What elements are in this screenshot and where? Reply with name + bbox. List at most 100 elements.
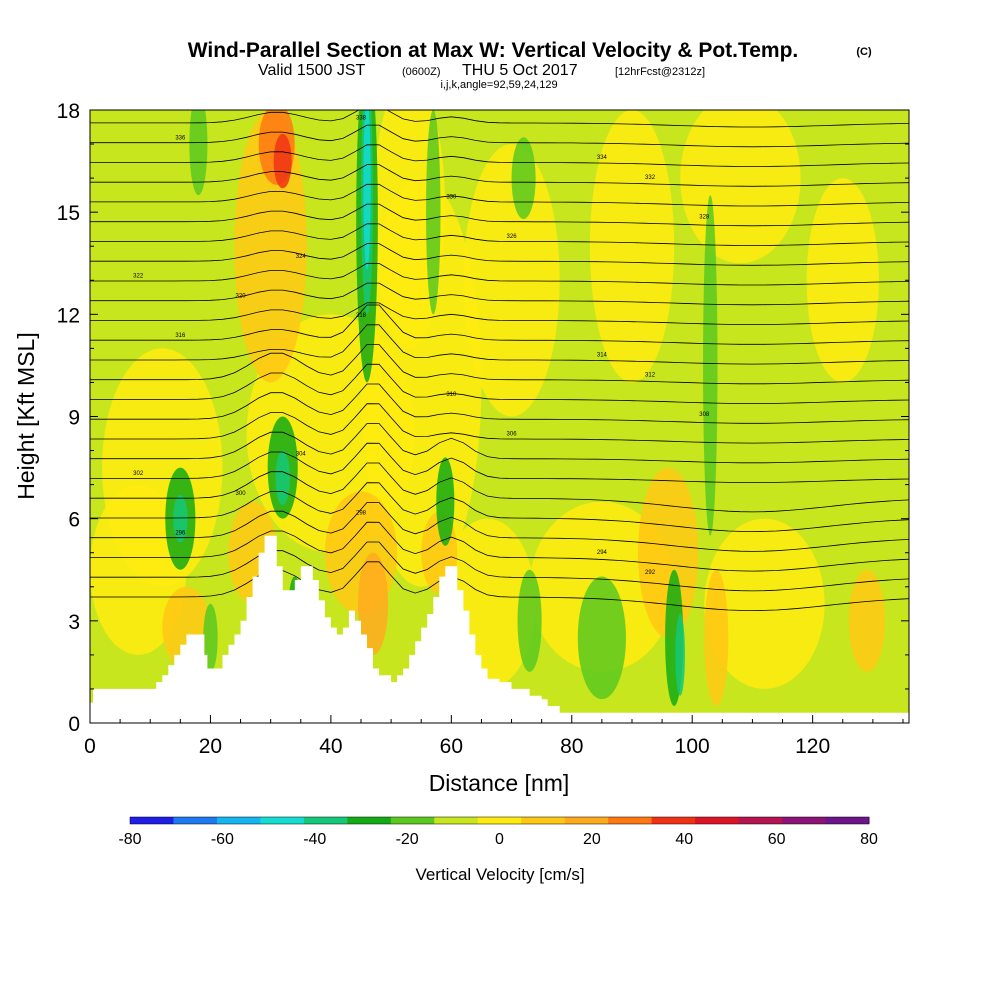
theta-contour-14 [90,302,909,326]
x-tick-label-40: 40 [319,735,342,758]
theta-contour-0 [90,561,909,612]
colorbar-swatch-7 [434,817,479,824]
y-tick-label-0: 0 [68,713,80,736]
colorbar-swatch-11 [608,817,653,824]
theta-contour-20 [90,183,909,207]
theta-contour-10 [90,363,909,405]
colorbar-swatch-9 [521,817,566,824]
colorbar-swatch-3 [260,817,305,824]
theta-contour-label-10: 310 [446,392,457,398]
velocity-cell-36 [426,110,441,315]
theta-contour-17 [90,243,909,266]
colorbar-swatch-14 [738,817,783,824]
velocity-cell-29 [173,494,188,543]
theta-contour-label-5: 300 [236,491,247,497]
theta-contour-label-14: 318 [356,313,367,319]
plot-area: 2902922942962983003023043063083103123143… [90,96,909,723]
y-tick-label-6: 6 [68,509,80,532]
colorbar-swatch-10 [564,817,609,824]
theta-contour-label-12: 314 [597,353,608,359]
colorbar-tick-60: 60 [768,831,786,848]
subtitle-ijk: i,j,k,angle=92,59,24,129 [440,79,557,91]
colorbar-swatch-5 [347,817,392,824]
colorbar-swatch-15 [782,817,827,824]
colorbar-tick-20: 20 [583,831,601,848]
theta-contour-16 [90,262,909,286]
velocity-cell-35 [703,195,718,536]
colorbar-tick-40: 40 [675,831,693,848]
theta-contour-label-3: 296 [175,530,186,536]
theta-contour-label-15: 320 [236,293,247,299]
theta-contour-3 [90,502,909,552]
colorbar-swatch-12 [651,817,696,824]
velocity-cell-22 [848,569,885,672]
colorbar-outline [129,816,870,825]
velocity-cell-33 [577,576,626,700]
theta-contour-label-18: 326 [507,234,518,240]
theta-contour-label-1: 292 [645,570,656,576]
theta-contour-5 [90,462,909,513]
colorbar-swatch-0 [130,817,174,824]
theta-contour-8 [90,403,909,444]
theta-contour-13 [90,304,909,345]
theta-contour-label-22: 334 [597,155,608,161]
theta-contour-23 [90,124,909,148]
velocity-cell-20 [638,467,699,638]
colorbar-tick--60: -60 [211,831,234,848]
theta-contour-2 [90,521,909,572]
x-tick-label-100: 100 [675,735,710,758]
theta-contour-22 [90,144,909,167]
theta-contour-label-25: 340 [236,96,247,102]
subtitle-forecast: [12hrFcst@2312z] [615,66,705,78]
colorbar-tick-0: 0 [495,831,504,848]
y-tick-label-3: 3 [68,611,80,634]
x-tick-label-20: 20 [199,735,222,758]
theta-contour-15 [90,282,909,306]
subtitle-valid: Valid 1500 JST [258,62,366,79]
x-axis-title: Distance [nm] [429,770,570,796]
subtitle-utc: (0600Z) [402,66,441,78]
x-tick-label-120: 120 [795,735,830,758]
y-tick-label-15: 15 [57,202,80,225]
y-tick-label-12: 12 [57,304,80,327]
subtitle-date: THU 5 Oct 2017 [462,62,578,79]
velocity-cell-5 [273,133,292,189]
velocity-cell-38 [203,603,218,672]
theta-contour-1 [90,541,909,592]
y-axis: 0 3 6 9 12 15 18 [57,100,909,736]
velocity-cell-34 [517,569,542,672]
theta-contour-label-17: 324 [296,254,307,260]
colorbar-swatch-1 [173,817,218,824]
theta-contour-19 [90,203,909,227]
x-tick-label-80: 80 [560,735,583,758]
colorbar-tick--40: -40 [303,831,326,848]
theta-contour-label-6: 302 [133,471,144,477]
theta-contour-9 [90,383,909,424]
y-axis-title: Height [Kft MSL] [13,332,39,499]
velocity-cell-30 [436,457,455,546]
theta-contour-label-23: 336 [175,135,186,141]
colorbar-swatch-13 [695,817,740,824]
velocity-cell-16 [357,552,389,655]
theta-contour-label-11: 312 [645,372,656,378]
velocity-cell-21 [704,569,729,706]
theta-contour-label-16: 322 [133,274,144,280]
theta-contour-label-9: 308 [699,412,710,418]
x-tick-label-0: 0 [84,735,96,758]
colorbar-swatch-16 [825,817,870,824]
velocity-cell-9 [680,110,801,264]
velocity-cell-8 [589,110,675,383]
theta-contour-label-24: 338 [356,116,367,122]
theta-contour-label-7: 304 [296,451,307,457]
theta-contour-4 [90,482,909,533]
theta-contour-label-2: 294 [597,550,608,556]
velocity-cell-10 [806,178,879,383]
theta-contour-12 [90,324,909,365]
velocity-cell-14 [90,484,187,655]
colorbar-swatch-4 [303,817,348,824]
theta-contour-label-4: 298 [356,511,367,517]
colorbar-title: Vertical Velocity [cm/s] [415,865,584,884]
chart-title: Wind-Parallel Section at Max W: Vertical… [188,39,799,62]
colorbar-tick--20: -20 [396,831,419,848]
